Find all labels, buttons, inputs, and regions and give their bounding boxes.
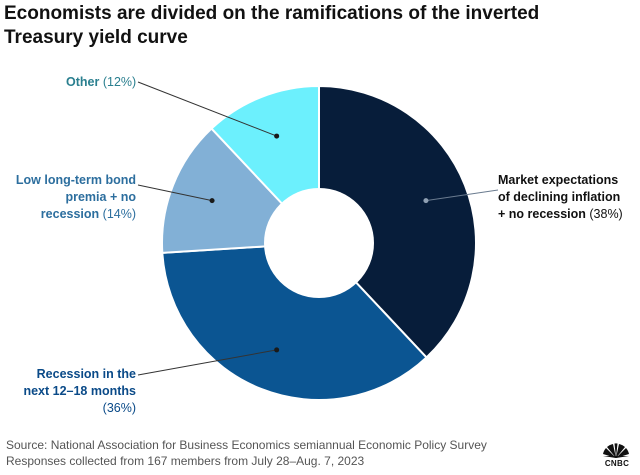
donut-hole xyxy=(264,188,374,298)
cnbc-peacock-logo-icon xyxy=(603,443,629,458)
label-market-expectations: Market expectations of declining inflati… xyxy=(498,173,623,221)
leader-line xyxy=(137,349,277,376)
leader-dot xyxy=(274,347,280,353)
source-note: Source: National Association for Busines… xyxy=(6,437,487,469)
label-other: Other (12%) xyxy=(66,75,137,89)
label-low-bond-premia: Low long-term bond premia + no recession… xyxy=(15,173,136,221)
label-recession: Recession in the next 12–18 months (36%) xyxy=(23,367,136,415)
cnbc-logo-text: CNBC xyxy=(604,459,630,468)
slice-market-expectations xyxy=(318,84,477,359)
source-line: Source: National Association for Busines… xyxy=(6,438,487,452)
leader-line xyxy=(137,81,277,137)
responses-line: Responses collected from 167 members fro… xyxy=(6,454,365,468)
leader-line xyxy=(137,184,213,202)
leader-dot xyxy=(209,198,215,204)
leader-line xyxy=(425,189,499,202)
leader-dot xyxy=(423,198,429,204)
chart-title: Economists are divided on the ramificati… xyxy=(4,3,540,48)
leader-dot xyxy=(274,133,280,139)
slice-recession xyxy=(161,241,428,401)
